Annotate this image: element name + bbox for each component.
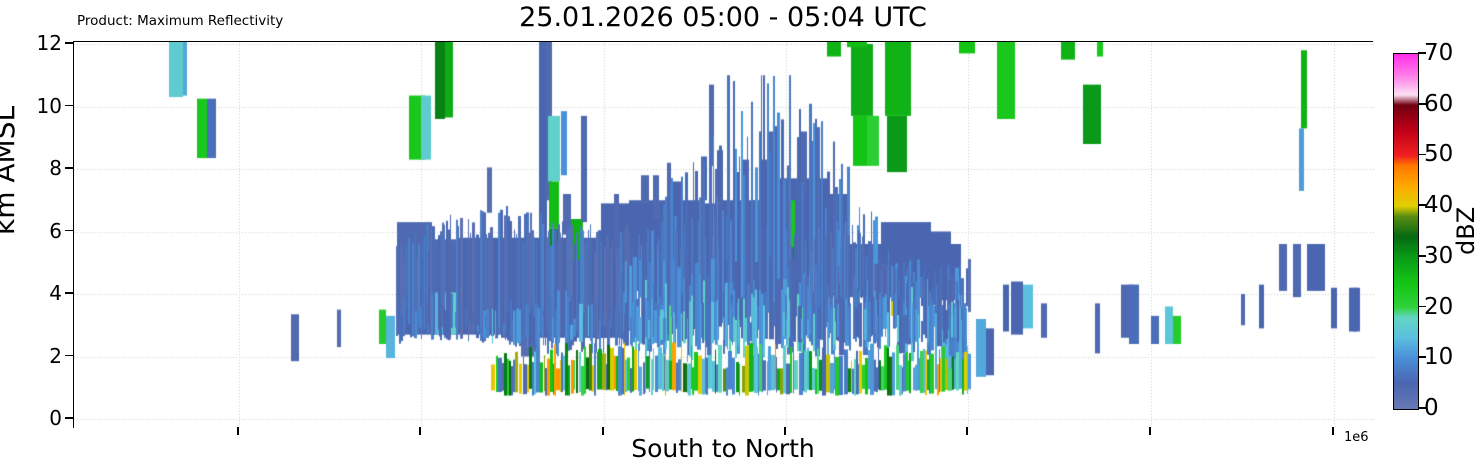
y-tick-label: 4 xyxy=(49,281,62,305)
colorbar-gradient xyxy=(1393,53,1419,410)
colorbar-tick-label: 60 xyxy=(1424,90,1454,117)
colorbar-tick-label: 10 xyxy=(1424,344,1454,371)
x-axis-exponent-label: 1e6 xyxy=(1344,430,1369,445)
x-tick-mark xyxy=(419,427,421,435)
colorbar-tick-mark xyxy=(1418,305,1426,308)
colorbar-tick-mark xyxy=(1418,52,1426,54)
y-tick-label: 6 xyxy=(49,218,62,243)
x-tick-mark xyxy=(1332,427,1334,435)
y-tick-mark xyxy=(65,42,74,44)
colorbar-tick-label: 50 xyxy=(1424,141,1454,168)
x-tick-mark xyxy=(1149,427,1151,435)
y-tick-mark xyxy=(65,167,74,169)
colorbar-tick-label: 40 xyxy=(1424,192,1454,219)
colorbar-tick-label: 20 xyxy=(1424,293,1454,320)
x-tick-mark xyxy=(784,427,786,435)
y-tick-label: 8 xyxy=(49,156,62,180)
y-tick-mark xyxy=(65,354,74,357)
y-tick-label: 0 xyxy=(49,406,62,430)
colorbar-tick-mark xyxy=(1418,356,1426,359)
page-title: 25.01.2026 05:00 - 05:04 UTC xyxy=(519,2,927,33)
y-tick-mark xyxy=(65,417,74,419)
y-tick-label: 10 xyxy=(36,93,62,118)
y-tick-label: 2 xyxy=(49,343,62,368)
y-tick-label: 12 xyxy=(36,31,62,55)
reflectivity-heatmap-canvas xyxy=(74,42,1374,429)
y-tick-mark xyxy=(65,292,74,294)
colorbar-tick-label: 70 xyxy=(1424,40,1454,66)
colorbar-tick-mark xyxy=(1418,204,1426,206)
plot-area xyxy=(73,41,1374,429)
colorbar-tick-label: 0 xyxy=(1424,395,1439,421)
colorbar-tick-mark xyxy=(1418,153,1426,156)
x-axis-label: South to North xyxy=(631,434,815,463)
colorbar-tick-label: 30 xyxy=(1424,242,1454,269)
y-axis-label: km AMSL xyxy=(0,105,21,235)
colorbar-tick-mark xyxy=(1418,407,1426,409)
colorbar-tick-mark xyxy=(1418,255,1426,257)
x-tick-mark xyxy=(237,427,239,435)
colorbar xyxy=(1393,53,1419,410)
product-label: Product: Maximum Reflectivity xyxy=(77,13,284,29)
y-tick-mark xyxy=(65,104,74,107)
y-tick-mark xyxy=(65,229,74,232)
x-tick-mark xyxy=(966,427,968,435)
colorbar-title: dBZ xyxy=(1452,206,1480,255)
colorbar-tick-mark xyxy=(1418,102,1426,105)
x-tick-mark xyxy=(602,427,604,435)
